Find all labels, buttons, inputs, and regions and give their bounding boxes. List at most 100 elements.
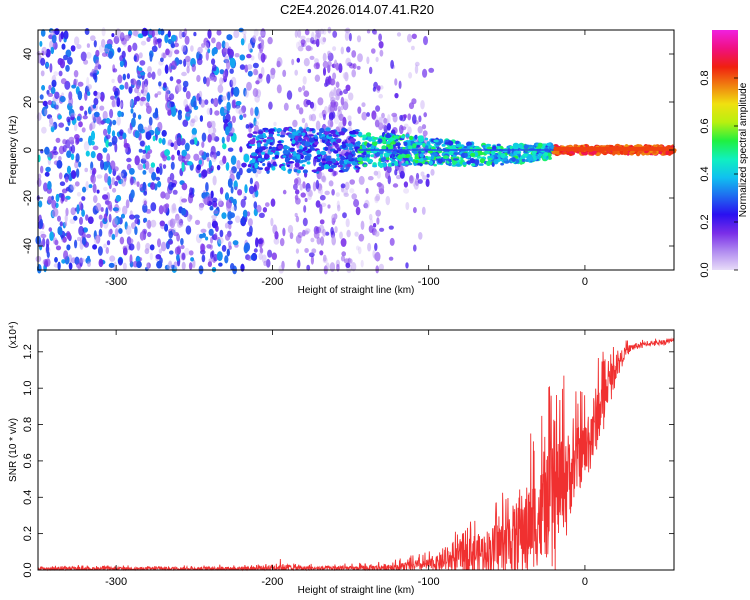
- spectrogram-cell: [93, 235, 99, 245]
- spectrogram-cell: [117, 47, 121, 53]
- spectrogram-cell: [225, 233, 231, 241]
- spectrogram-cell: [207, 261, 212, 267]
- spectrogram-cell: [125, 199, 130, 209]
- spectrogram-cell: [311, 248, 317, 254]
- spectrogram-cell: [234, 186, 238, 191]
- spectrogram-cell: [98, 44, 104, 53]
- spectrogram-cell: [157, 180, 162, 188]
- spectrogram-cell: [204, 42, 210, 51]
- spectrogram-cell: [335, 93, 340, 101]
- spectrogram-cell: [421, 206, 426, 215]
- spectrogram-cell: [519, 155, 526, 159]
- spectrogram-cell: [306, 188, 312, 197]
- spectrogram-cell: [397, 146, 401, 149]
- spectrogram-cell: [321, 175, 326, 182]
- spectrogram-cell: [124, 221, 128, 230]
- spectrogram-cell: [242, 209, 248, 218]
- spectrogram-cell: [85, 150, 90, 157]
- spectrogram-cell: [210, 190, 214, 199]
- spectrogram-cell: [325, 262, 330, 271]
- spectrogram-cell: [348, 120, 352, 127]
- spectrogram-cell: [424, 137, 429, 141]
- spectrogram-cell: [57, 261, 61, 271]
- spectrogram-cell: [192, 259, 196, 269]
- spectrogram-cell: [74, 161, 79, 169]
- spectrogram-cell: [95, 208, 99, 214]
- spectrogram-cell: [169, 250, 174, 255]
- spectrogram-cell: [57, 215, 61, 222]
- spectrogram-cell: [336, 147, 342, 152]
- spectrogram-cell: [385, 170, 390, 179]
- spectrogram-cell: [271, 252, 277, 260]
- spectrogram-cell: [77, 265, 81, 271]
- spectrogram-cell: [132, 30, 139, 36]
- spectrogram-cell: [85, 214, 89, 221]
- spectrogram-cell: [386, 141, 391, 145]
- spectrogram-cell: [58, 156, 62, 161]
- spectrogram-cell: [96, 174, 103, 179]
- spectrogram-cell: [233, 99, 237, 109]
- spectrogram-cell: [652, 150, 657, 154]
- spectrogram-cell: [448, 150, 454, 156]
- spectrogram-cell: [485, 143, 492, 147]
- spectrogram-cell: [254, 121, 260, 126]
- spectrogram-cell: [262, 207, 267, 213]
- spectrogram-cell: [170, 34, 177, 42]
- spectrogram-cell: [328, 168, 334, 173]
- spectrogram-cell: [288, 154, 293, 159]
- spectrogram-cell: [347, 143, 354, 148]
- spectrogram-cell: [38, 200, 43, 208]
- spectrogram-cell: [105, 140, 110, 148]
- spectrogram-cell: [165, 101, 172, 112]
- spectrogram-cell: [135, 95, 140, 102]
- spectrogram-cell: [66, 244, 71, 251]
- spectrogram-cell: [405, 202, 410, 210]
- spectrogram-cell: [339, 231, 343, 240]
- spectrogram-cell: [470, 152, 476, 157]
- spectrogram-cell: [396, 175, 401, 180]
- spectrogram-cell: [279, 238, 285, 247]
- spectrogram-cell: [105, 134, 111, 140]
- spectrogram-cell: [200, 228, 207, 233]
- spectrogram-cell: [308, 252, 315, 258]
- spectrogram-cell: [48, 227, 53, 232]
- spectrogram-cell: [394, 78, 398, 86]
- spectrogram-cell: [338, 63, 343, 73]
- spectrogram-cell: [49, 117, 54, 125]
- spectrogram-cell: [405, 262, 409, 269]
- spectrogram-cell: [184, 35, 190, 45]
- spectrogram-cell: [55, 193, 60, 203]
- spectrogram-cell: [44, 146, 50, 155]
- spectrogram-cell: [315, 62, 320, 70]
- spectrogram-cell: [262, 163, 266, 166]
- spectrogram-cell: [391, 162, 395, 167]
- spectrogram-cell: [256, 204, 262, 213]
- spectrogram-cell: [166, 155, 171, 161]
- spectrogram-cell: [52, 207, 59, 217]
- spectrogram-cell: [201, 141, 205, 149]
- spectrogram-cell: [65, 139, 71, 149]
- spectrogram-cell: [351, 150, 356, 155]
- spectrogram-cell: [321, 158, 326, 162]
- spectrogram-cell: [317, 187, 321, 194]
- spectrogram-cell: [343, 192, 349, 197]
- spectrogram-cell: [386, 144, 391, 148]
- spectrogram-cell: [178, 30, 183, 39]
- spectrogram-cell: [81, 196, 86, 201]
- spectrogram-cell: [39, 94, 44, 100]
- spectrogram-cell: [375, 265, 380, 274]
- spectrogram-cell: [335, 62, 339, 71]
- spectrogram-cell: [218, 95, 222, 105]
- spectrogram-cell: [251, 135, 257, 138]
- spectrogram-cell: [260, 42, 265, 51]
- x-tick-label: -300: [105, 576, 127, 588]
- spectrogram-cell: [307, 68, 312, 74]
- spectrogram-cell: [316, 154, 321, 158]
- spectrogram-cell: [223, 109, 227, 114]
- spectrogram-cell: [503, 157, 508, 162]
- spectrogram-cell: [204, 99, 209, 105]
- spectrogram-cell: [67, 165, 71, 174]
- spectrogram-cell: [171, 182, 177, 188]
- spectrogram-cell: [244, 64, 249, 73]
- spectrogram-cell: [112, 187, 117, 193]
